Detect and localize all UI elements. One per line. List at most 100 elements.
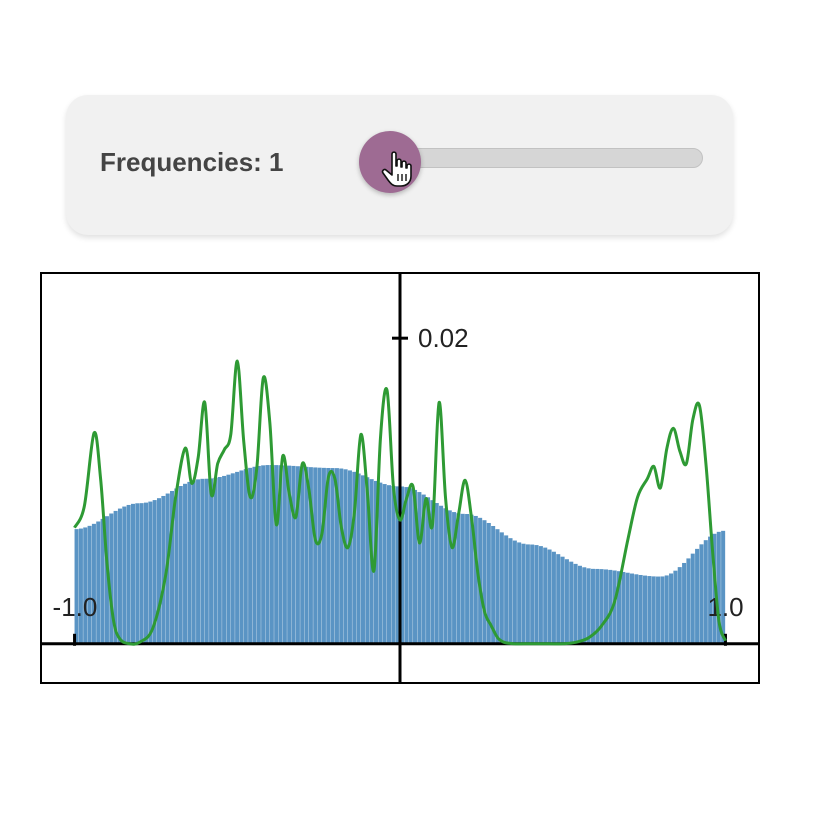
bar	[352, 471, 357, 644]
bar	[551, 551, 556, 644]
bar	[347, 470, 352, 644]
bar	[378, 482, 383, 644]
bar	[716, 531, 721, 644]
bar	[577, 565, 582, 644]
bar	[356, 473, 361, 644]
bar	[191, 480, 196, 644]
bar	[421, 494, 426, 644]
bar	[330, 468, 335, 644]
bar	[625, 572, 630, 644]
bar	[152, 500, 157, 644]
bar	[525, 544, 530, 644]
bar	[313, 467, 318, 644]
bar	[213, 477, 218, 644]
x-tick-label-left: -1.0	[53, 592, 98, 622]
bar	[196, 479, 201, 644]
bar	[677, 567, 682, 644]
bar	[647, 576, 652, 644]
bar	[404, 487, 409, 644]
bar	[612, 570, 617, 644]
bar	[183, 483, 188, 644]
bar	[469, 514, 474, 644]
bar	[417, 492, 422, 644]
bar	[447, 510, 452, 644]
bar	[590, 568, 595, 644]
bar	[413, 489, 418, 644]
bar	[122, 506, 127, 644]
bar	[595, 568, 600, 644]
bar	[321, 467, 326, 644]
bar	[243, 469, 248, 644]
bar	[74, 529, 79, 644]
bar	[695, 548, 700, 644]
frequency-slider-thumb[interactable]	[359, 131, 421, 193]
bar	[504, 535, 509, 644]
bar	[512, 540, 517, 644]
bar	[560, 556, 565, 644]
bar	[621, 571, 626, 644]
bar	[534, 545, 539, 644]
bar	[443, 508, 448, 644]
bar	[130, 503, 135, 644]
y-tick-label-0.02: 0.02	[418, 323, 469, 353]
bar	[256, 465, 261, 644]
bar	[664, 575, 669, 644]
bar	[230, 473, 235, 644]
bar	[395, 486, 400, 644]
bar	[434, 503, 439, 644]
bar	[222, 475, 227, 644]
bar	[573, 563, 578, 644]
bar	[174, 488, 179, 644]
bar	[83, 527, 88, 644]
bar	[291, 465, 296, 644]
bar	[686, 558, 691, 644]
bar	[287, 465, 292, 644]
bar	[96, 521, 101, 644]
bar	[391, 485, 396, 644]
bar	[452, 512, 457, 644]
bar	[139, 503, 144, 644]
bar	[608, 569, 613, 644]
bar	[517, 542, 522, 644]
bar	[178, 486, 183, 644]
bar	[87, 525, 92, 644]
bar	[304, 466, 309, 644]
bar	[326, 467, 331, 644]
bar	[100, 518, 105, 644]
bar	[261, 465, 266, 644]
bar	[117, 508, 122, 644]
bar	[426, 497, 431, 644]
bar	[586, 568, 591, 644]
bar	[656, 576, 661, 644]
bar	[400, 486, 405, 644]
chart-svg: 0.02 -1.0 1.0	[42, 274, 758, 682]
bar	[239, 470, 244, 644]
bar	[569, 561, 574, 644]
bar	[564, 559, 569, 644]
bar	[538, 546, 543, 644]
bar	[616, 571, 622, 644]
bar	[408, 488, 413, 644]
line-series	[73, 359, 727, 646]
bar	[495, 529, 500, 644]
bar	[282, 465, 287, 644]
bar	[439, 505, 444, 644]
bar	[126, 504, 131, 644]
bar	[235, 471, 240, 644]
bar	[200, 478, 205, 644]
bar	[187, 481, 192, 644]
bar	[460, 513, 465, 644]
bar-series	[74, 465, 726, 644]
bar	[269, 465, 274, 644]
bar	[599, 569, 604, 644]
bar	[78, 528, 83, 644]
bar	[456, 513, 461, 644]
bar	[170, 490, 175, 644]
bar	[382, 484, 387, 644]
frequencies-label: Frequencies: 1	[100, 147, 284, 177]
bar	[248, 467, 253, 644]
bar	[339, 468, 344, 644]
bar	[482, 520, 487, 644]
bar	[669, 573, 674, 644]
control-panel: Frequencies: 1	[66, 95, 733, 235]
